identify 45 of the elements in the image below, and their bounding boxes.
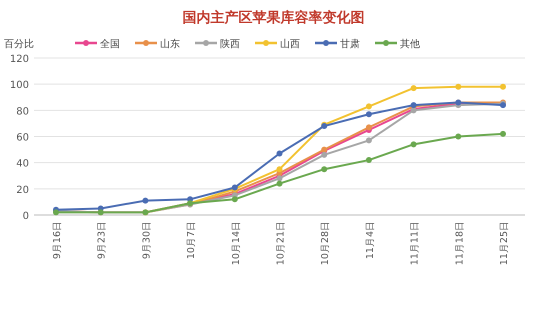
point [366, 137, 372, 144]
x-tick-label: 11月18日 [454, 221, 466, 266]
x-tick-label: 9月30日 [141, 221, 152, 260]
point [500, 84, 506, 90]
legend-label: 全国 [100, 38, 120, 50]
point [366, 111, 372, 118]
y-tick-label: 0 [22, 211, 29, 222]
point [232, 196, 238, 202]
point [321, 166, 328, 172]
point [455, 84, 462, 90]
x-tick-label: 10月14日 [230, 221, 242, 266]
chart-title: 国内主产区苹果库容率变化图 [182, 9, 364, 26]
y-tick-label: 100 [10, 80, 29, 92]
legend-label: 甘肃 [340, 38, 360, 50]
x-tick-label: 9月16日 [52, 221, 63, 260]
point [142, 198, 148, 204]
x-tick-label: 10月7日 [186, 221, 198, 260]
point [410, 85, 417, 92]
point [366, 124, 372, 130]
point [276, 150, 282, 157]
y-tick-label: 120 [10, 54, 29, 65]
y-axis-title: 百分比 [4, 38, 34, 50]
legend-label: 山东 [160, 38, 180, 50]
point [366, 157, 372, 164]
x-tick-label: 10月21日 [276, 221, 286, 266]
y-tick-label: 80 [16, 106, 29, 118]
legend-label: 山西 [280, 38, 300, 50]
y-tick-label: 60 [16, 132, 29, 144]
x-tick-label: 10月28日 [320, 221, 332, 266]
y-tick-label: 40 [16, 158, 29, 170]
point [455, 134, 462, 140]
legend-label: 其他 [400, 38, 420, 50]
legend-label: 陕西 [220, 38, 240, 50]
x-tick-label: 9月23日 [96, 221, 108, 260]
point [500, 130, 506, 137]
point [410, 141, 417, 148]
point [276, 175, 282, 182]
point [276, 180, 282, 187]
x-tick-label: 11月11日 [410, 221, 421, 266]
x-tick-label: 11月4日 [364, 221, 376, 260]
y-tick-label: 20 [16, 184, 29, 196]
point [276, 166, 282, 172]
point [366, 103, 372, 110]
point [321, 152, 328, 158]
x-tick-label: 11月25日 [499, 221, 510, 266]
